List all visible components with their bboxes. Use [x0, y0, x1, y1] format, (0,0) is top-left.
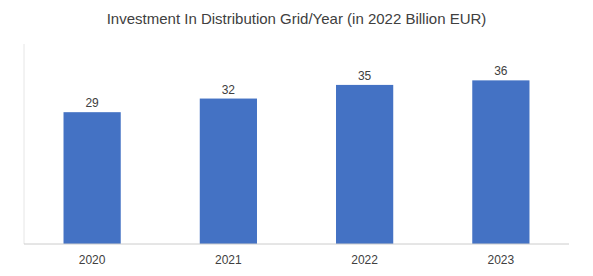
x-tick-label: 2020 [79, 253, 106, 267]
data-label: 32 [222, 83, 236, 97]
plot-area: 29 32 35 36 2020 2021 2022 2023 [24, 44, 569, 267]
bar [64, 112, 121, 244]
bar [472, 80, 529, 244]
bar [336, 85, 393, 244]
y-axis-line [24, 44, 25, 244]
data-label: 36 [494, 64, 508, 78]
x-tick-label: 2022 [351, 253, 378, 267]
bars [64, 80, 530, 244]
data-label: 35 [358, 69, 372, 83]
chart-container: Investment In Distribution Grid/Year (in… [0, 0, 593, 276]
data-label: 29 [85, 96, 99, 110]
chart-title: Investment In Distribution Grid/Year (in… [107, 10, 487, 27]
x-tick-label: 2023 [488, 253, 515, 267]
x-tick-label: 2021 [215, 253, 242, 267]
chart-svg: Investment In Distribution Grid/Year (in… [0, 0, 593, 276]
bar [200, 99, 257, 244]
x-axis-line [24, 244, 569, 245]
